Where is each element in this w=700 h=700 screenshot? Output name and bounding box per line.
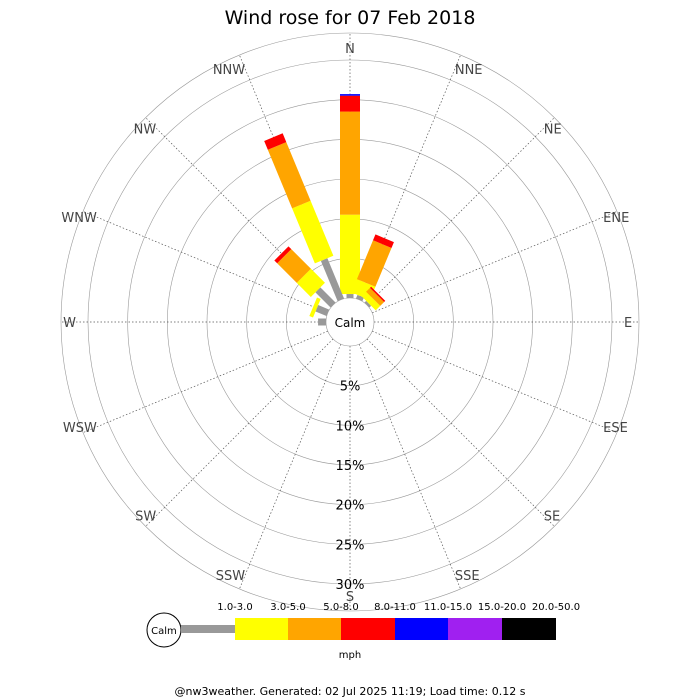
bar-wnw-bin-1 — [309, 297, 321, 318]
ring-label-15: 15% — [336, 459, 365, 474]
legend-swatch-4 — [395, 618, 448, 640]
direction-label-e: E — [624, 316, 632, 331]
calm-label: Calm — [335, 316, 366, 330]
direction-label-ne: NE — [544, 122, 562, 137]
calm-circle-shape — [325, 297, 375, 347]
ring-label-30: 30% — [336, 578, 365, 593]
legend-items: 1.0-3.0 3.0-5.0 5.0-8.0 8.0-11.0 11.0-15.0 15… — [181, 602, 580, 640]
legend-swatch-2 — [288, 618, 341, 640]
bar-n-bin-0 — [346, 294, 354, 298]
spoke-wnw — [81, 210, 328, 314]
spoke-ese — [372, 330, 619, 434]
direction-labels: N NNE NE ENE E ESE SE SSE S SSW SW WSW W WNW NW NNW — [61, 42, 632, 605]
speed-legend: Calm 1.0-3.0 3.0-5.0 5.0-8.0 8.0-11.0 11.0-1… — [146, 602, 580, 661]
direction-label-nnw: NNW — [213, 63, 245, 78]
bar-nnw-bin-2 — [267, 142, 311, 209]
calm-circle: Calm — [325, 297, 375, 347]
direction-spokes — [60, 32, 640, 612]
bar-n-bin-3 — [340, 95, 360, 112]
spoke-se — [366, 338, 556, 528]
spoke-ne — [366, 116, 556, 306]
legend-swatch-1 — [235, 618, 288, 640]
spoke-wsw — [81, 330, 328, 434]
legend-label-6: 20.0-50.0 — [532, 602, 580, 613]
spoke-ene — [372, 210, 619, 314]
legend-label-4: 11.0-15.0 — [424, 602, 472, 613]
outer-ring — [60, 32, 640, 612]
bar-n-bin-1 — [340, 214, 360, 295]
spoke-nne — [358, 53, 462, 300]
direction-label-ese: ESE — [603, 421, 628, 436]
spoke-ssw — [238, 344, 342, 591]
ring-label-20: 20% — [336, 499, 365, 514]
direction-label-sw: SW — [135, 510, 156, 525]
ring-label-5: 5% — [340, 380, 361, 395]
bar-nne-bin-0 — [355, 294, 364, 302]
direction-label-sse: SSE — [455, 569, 480, 584]
bar-w-bin-0 — [318, 318, 327, 326]
bar-nne-bin-2 — [356, 240, 392, 287]
ring-label-25: 25% — [336, 538, 365, 553]
direction-label-w: W — [63, 316, 76, 331]
legend-label-5: 15.0-20.0 — [478, 602, 526, 613]
legend-swatch-5 — [448, 618, 502, 640]
bar-ne-bin-0 — [364, 300, 372, 308]
bar-ne-bin-1 — [361, 291, 381, 311]
legend-label-3: 8.0-11.0 — [374, 602, 416, 613]
direction-label-se: SE — [544, 510, 560, 525]
direction-label-nw: NW — [134, 122, 157, 137]
spoke-sse — [358, 344, 462, 591]
bar-n-bin-4 — [340, 94, 360, 96]
direction-label-wsw: WSW — [63, 421, 97, 436]
bar-nw-bin-2 — [277, 249, 311, 283]
wind-bars — [264, 94, 394, 326]
spoke-sw — [144, 338, 334, 528]
direction-label-n: N — [345, 42, 355, 57]
direction-label-ene: ENE — [603, 211, 629, 226]
bar-ne-bin-2 — [366, 287, 385, 306]
bar-nw-bin-1 — [296, 268, 325, 297]
footer-text: @nw3weather. Generated: 02 Jul 2025 11:1… — [175, 685, 526, 698]
chart-title: Wind rose for 07 Feb 2018 — [225, 7, 476, 29]
legend-swatch-6 — [502, 618, 556, 640]
bar-nw-bin-0 — [315, 287, 336, 308]
legend-calm-label: Calm — [151, 626, 177, 637]
bar-nne-bin-3 — [373, 234, 394, 248]
direction-label-ssw: SSW — [216, 569, 246, 584]
legend-label-1: 3.0-5.0 — [270, 602, 305, 613]
legend-swatch-0 — [181, 625, 235, 633]
bar-nnw-bin-3 — [264, 133, 287, 150]
spoke-nw — [144, 116, 334, 306]
direction-label-s: S — [346, 590, 354, 605]
ring-labels: 5% 10% 15% 20% 25% 30% — [336, 380, 365, 593]
bar-nnw-bin-1 — [292, 200, 334, 264]
bar-ne-bin-3 — [369, 286, 386, 303]
direction-label-wnw: WNW — [61, 211, 97, 226]
bar-wnw-bin-0 — [315, 305, 330, 317]
legend-unit-label: mph — [339, 650, 361, 661]
bar-nnw-bin-0 — [320, 258, 345, 302]
ring-label-10: 10% — [336, 419, 365, 434]
spoke-nnw — [238, 53, 342, 300]
legend-label-2: 5.0-8.0 — [323, 602, 358, 613]
legend-label-0: 1.0-3.0 — [217, 602, 252, 613]
bar-nw-bin-3 — [274, 246, 292, 264]
direction-label-nne: NNE — [455, 63, 483, 78]
bar-n-bin-2 — [340, 111, 360, 215]
legend-swatch-3 — [341, 618, 395, 640]
